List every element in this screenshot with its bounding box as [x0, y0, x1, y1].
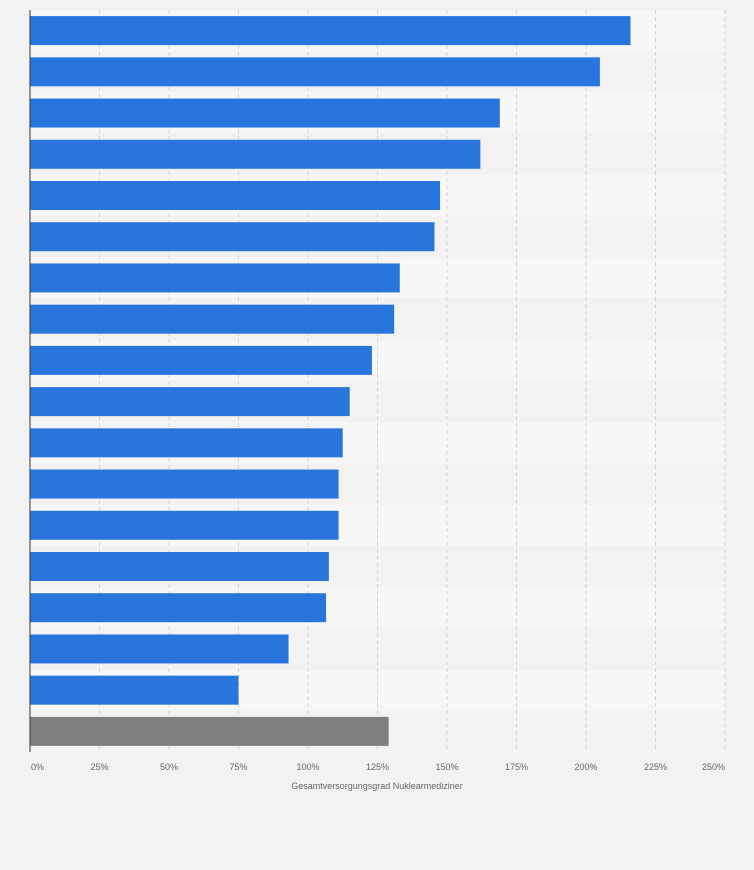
bar[interactable]	[30, 181, 441, 210]
bar[interactable]	[30, 469, 339, 499]
x-tick-label: 75%	[229, 762, 247, 772]
bar[interactable]	[30, 304, 395, 334]
x-tick-label: 0%	[31, 762, 44, 772]
bar[interactable]	[30, 57, 600, 87]
x-tick-label: 100%	[296, 762, 319, 772]
x-axis-title: Gesamtversorgungsgrad Nuklearmediziner	[291, 781, 463, 791]
bar[interactable]	[30, 387, 350, 417]
x-tick-label: 50%	[160, 762, 178, 772]
bar[interactable]	[30, 428, 343, 458]
bar[interactable]	[30, 16, 631, 46]
bar[interactable]	[30, 634, 289, 664]
bars	[30, 16, 631, 746]
bar-highlight[interactable]	[30, 716, 389, 746]
x-tick-label: 150%	[435, 762, 458, 772]
bar[interactable]	[30, 263, 400, 293]
x-tick-label: 200%	[574, 762, 597, 772]
bar[interactable]	[30, 675, 239, 705]
bar[interactable]	[30, 593, 327, 623]
bar[interactable]	[30, 552, 329, 581]
x-tick-label: 125%	[366, 762, 389, 772]
gridlines	[99, 10, 726, 752]
bar[interactable]	[30, 510, 339, 540]
bar[interactable]	[30, 222, 435, 252]
x-tick-label: 175%	[505, 762, 528, 772]
x-tick-label: 225%	[644, 762, 667, 772]
bar[interactable]	[30, 345, 372, 375]
bar[interactable]	[30, 98, 500, 128]
bar[interactable]	[30, 139, 481, 169]
x-tick-label: 250%	[702, 762, 725, 772]
x-tick-labels: 0% 25% 50% 75% 100% 125% 150% 175% 200% 225% 250%	[31, 762, 725, 772]
x-tick-label: 25%	[90, 762, 108, 772]
